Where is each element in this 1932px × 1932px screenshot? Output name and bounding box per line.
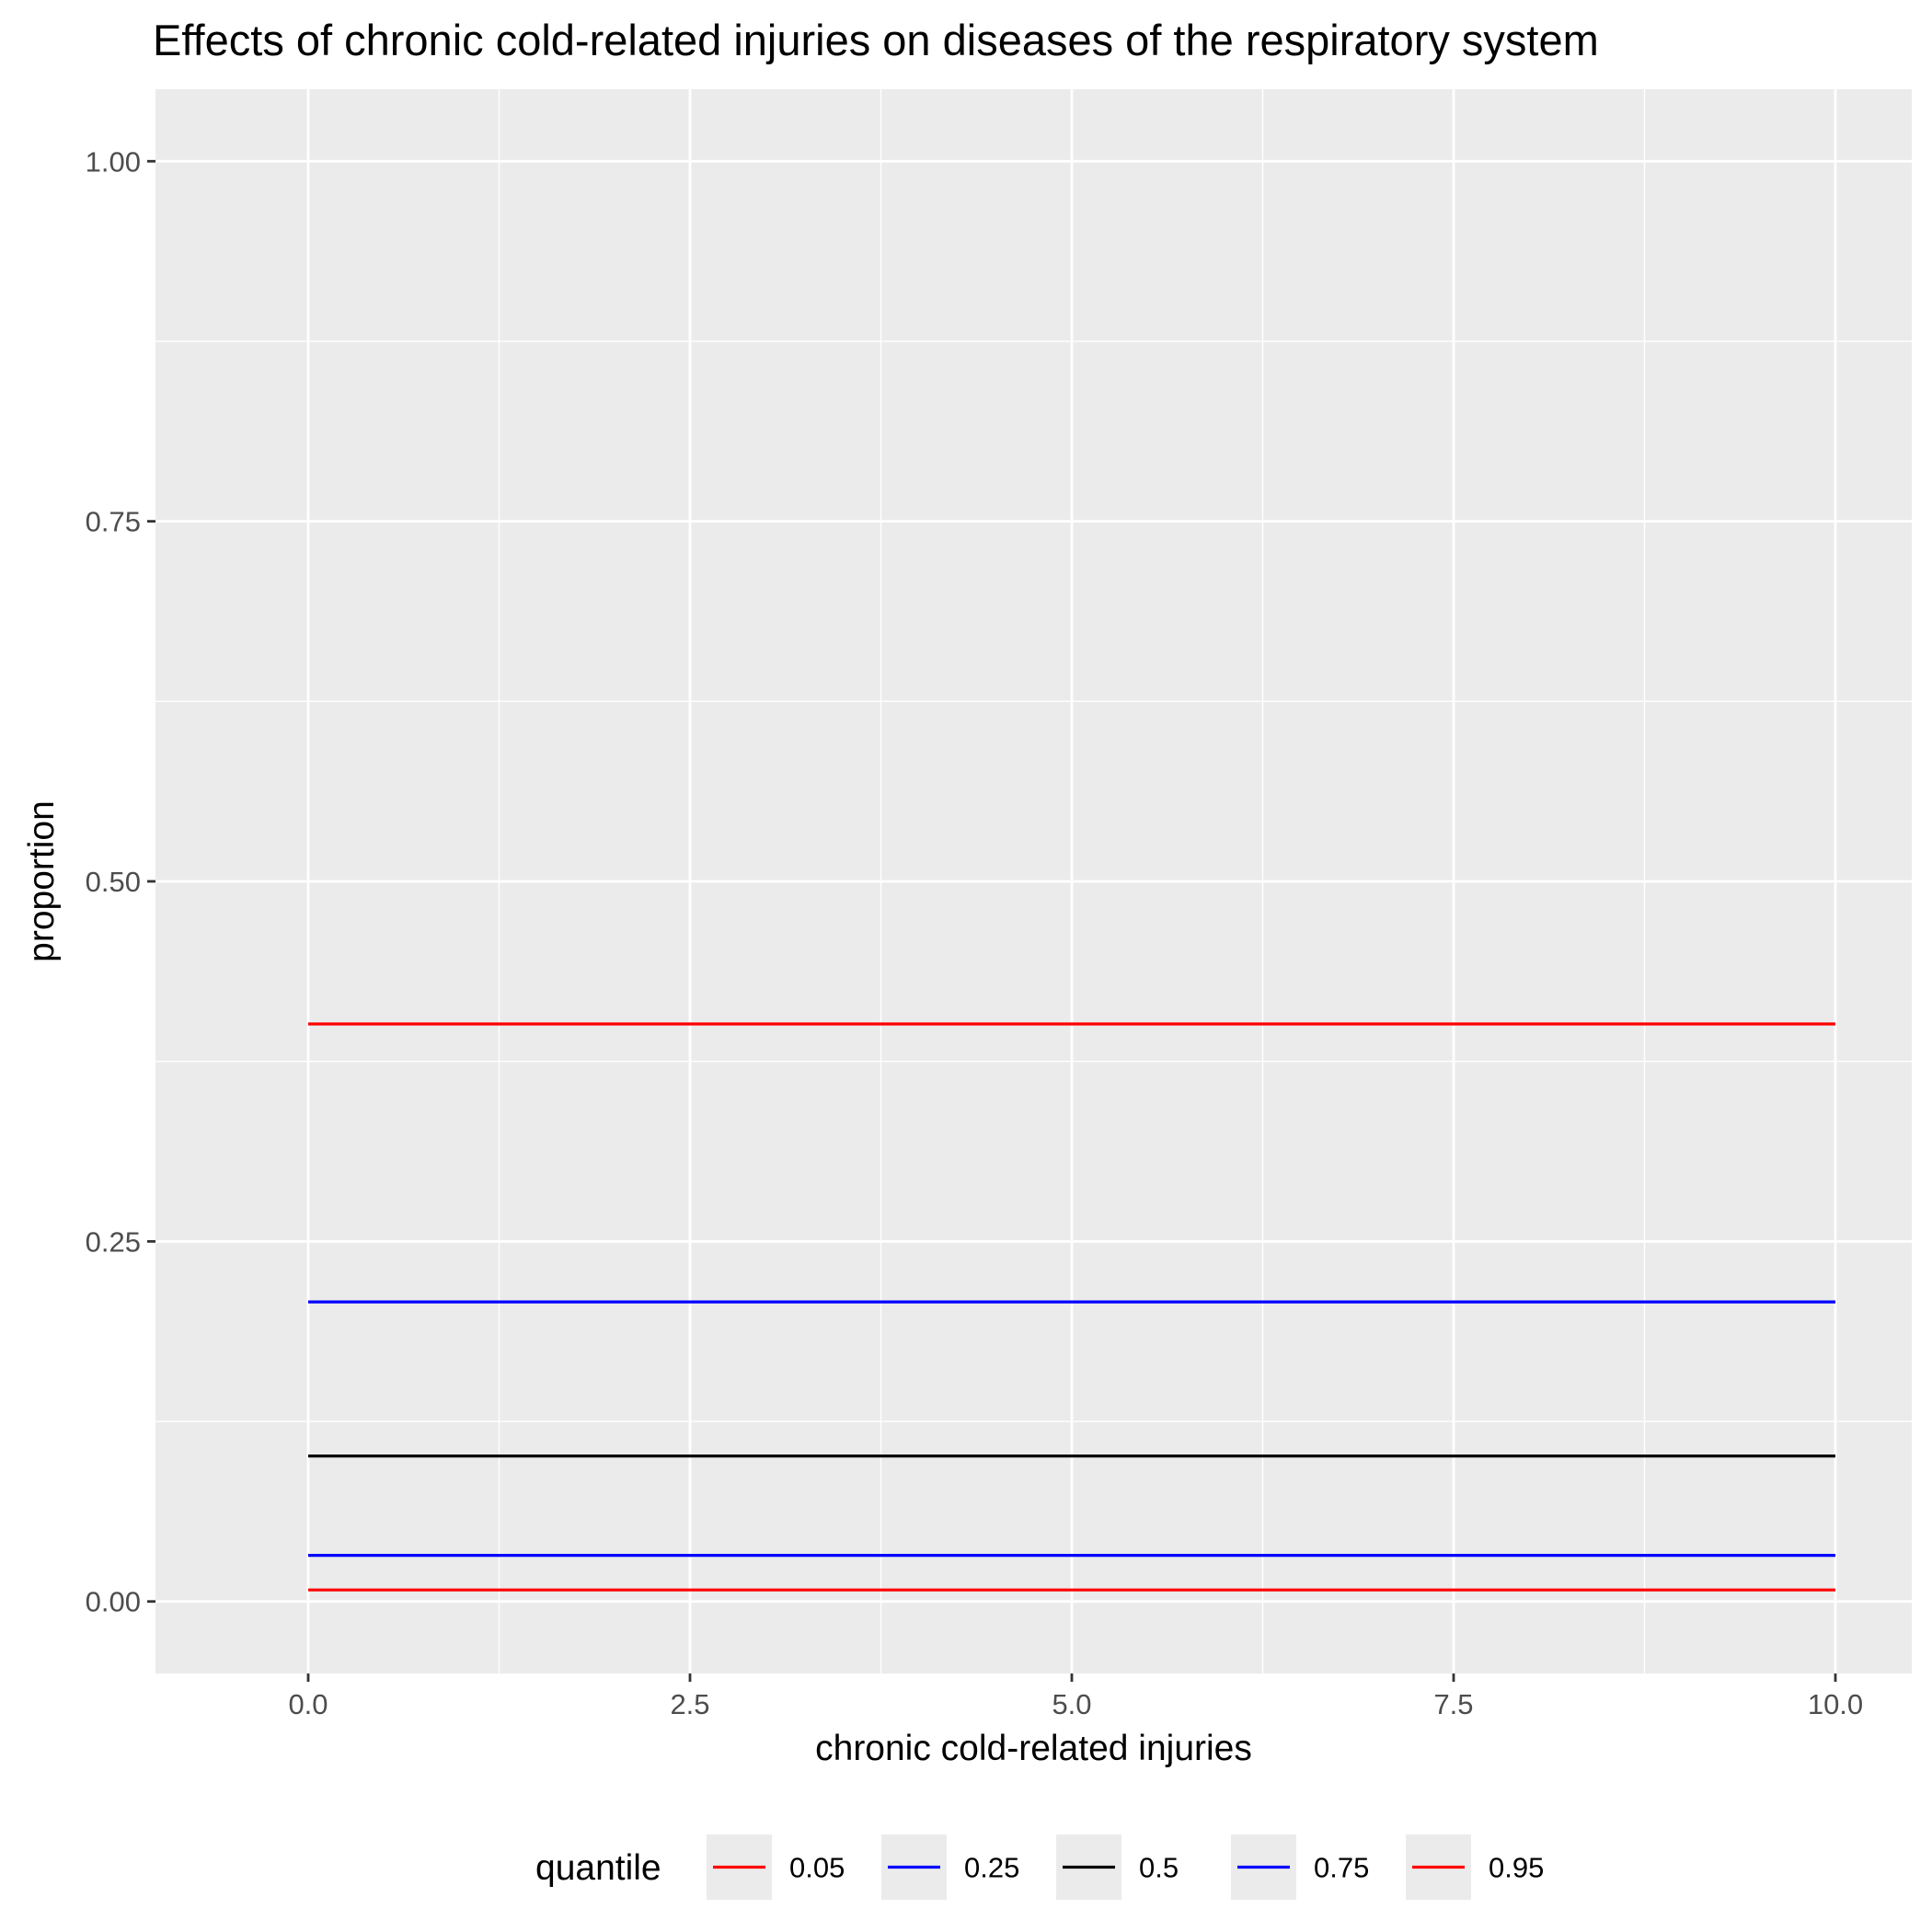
series-lines	[308, 1022, 1835, 1592]
y-tick-label: 0.25	[86, 1225, 141, 1258]
legend-label-0.25: 0.25	[964, 1852, 1019, 1884]
y-tick-label: 0.75	[86, 506, 141, 538]
legend: quantile 0.05 0.25 0.5 0.75 0.95	[535, 1834, 1544, 1900]
legend-label-0.05: 0.05	[789, 1852, 845, 1884]
x-tick-label: 0.0	[288, 1688, 328, 1720]
legend-title: quantile	[535, 1848, 661, 1888]
x-tick-label: 5.0	[1052, 1688, 1091, 1720]
legend-label-0.95: 0.95	[1489, 1852, 1544, 1884]
legend-label-0.5: 0.5	[1139, 1852, 1179, 1884]
x-tick-label: 7.5	[1433, 1688, 1473, 1720]
y-tick-label: 0.00	[86, 1586, 141, 1618]
y-axis-title: proportion	[22, 800, 62, 962]
x-axis-title: chronic cold-related injuries	[815, 1729, 1252, 1768]
legend-label-0.75: 0.75	[1314, 1852, 1369, 1884]
axes: 0.00 0.25 0.50 0.75 1.00 0.0 2.5 5.0 7.5 10.0	[86, 145, 1864, 1720]
chart-title: Effects of chronic cold-related injuries…	[153, 16, 1599, 64]
y-tick-label: 1.00	[86, 145, 141, 178]
x-tick-label: 2.5	[670, 1688, 709, 1720]
y-tick-label: 0.50	[86, 866, 141, 898]
grid	[155, 89, 1912, 1673]
x-tick-label: 10.0	[1808, 1688, 1863, 1720]
